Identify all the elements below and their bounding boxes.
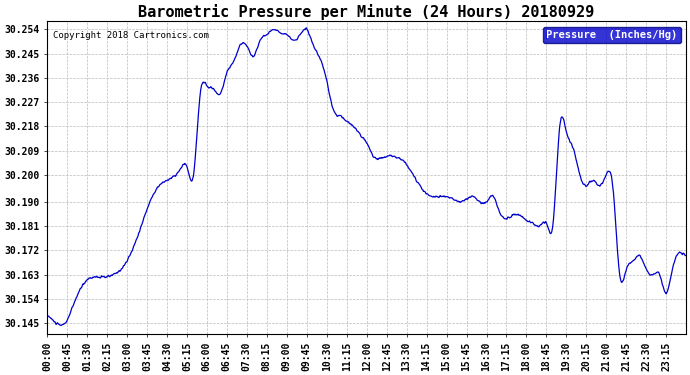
Title: Barometric Pressure per Minute (24 Hours) 20180929: Barometric Pressure per Minute (24 Hours…: [138, 4, 595, 20]
Legend: Pressure  (Inches/Hg): Pressure (Inches/Hg): [543, 27, 680, 43]
Text: Copyright 2018 Cartronics.com: Copyright 2018 Cartronics.com: [53, 31, 209, 40]
